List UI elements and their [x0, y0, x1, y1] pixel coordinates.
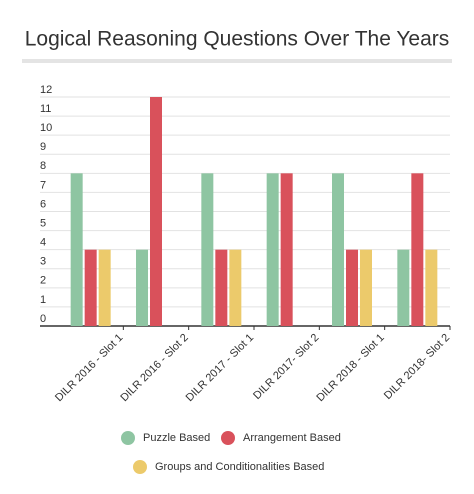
bar: [397, 249, 410, 326]
x-tick-label: DILR 2018- Slot 2: [382, 332, 452, 402]
bar: [266, 173, 279, 326]
y-tick-label: 6: [40, 198, 46, 210]
x-tick-label: DILR 2017 - Slot 1: [184, 332, 256, 404]
x-tick-label: DILR 2016 - Slot 1: [53, 332, 125, 404]
bar: [215, 249, 228, 326]
y-tick-label: 9: [40, 141, 46, 153]
bar: [70, 173, 83, 326]
legend-label: Groups and Conditionalities Based: [155, 461, 324, 473]
y-tick-label: 8: [40, 160, 46, 172]
x-tick-label: DILR 2016 - Slot 2: [118, 332, 190, 404]
y-tick-label: 12: [40, 84, 52, 96]
legend-marker: [133, 460, 147, 474]
legend-marker: [221, 431, 235, 445]
bar: [229, 249, 242, 326]
bar: [201, 173, 214, 326]
y-tick-label: 1: [40, 294, 46, 306]
y-tick-label: 3: [40, 256, 46, 268]
y-tick-label: 7: [40, 179, 46, 191]
bar: [136, 249, 148, 326]
bar: [425, 249, 438, 326]
x-tick-label: DILR 2017- Slot 2: [251, 332, 321, 402]
y-tick-label: 10: [40, 122, 52, 134]
y-tick-label: 0: [40, 313, 46, 325]
bar: [150, 97, 162, 326]
y-tick-label: 5: [40, 217, 46, 229]
bar: [280, 173, 293, 326]
legend-marker: [121, 431, 135, 445]
y-tick-label: 11: [40, 103, 51, 115]
y-tick-label: 4: [40, 237, 46, 249]
bar: [411, 173, 424, 326]
y-tick-label: 2: [40, 275, 46, 287]
title-underline: [22, 59, 452, 63]
legend-label: Puzzle Based: [143, 432, 210, 444]
bar: [346, 249, 358, 326]
bar: [332, 173, 344, 326]
chart-title: Logical Reasoning Questions Over The Yea…: [25, 28, 450, 51]
legend-label: Arrangement Based: [243, 432, 341, 444]
bar: [84, 249, 97, 326]
x-tick-label: DILR 2018 - Slot 1: [314, 332, 386, 404]
bar: [98, 249, 111, 326]
bar: [360, 249, 372, 326]
